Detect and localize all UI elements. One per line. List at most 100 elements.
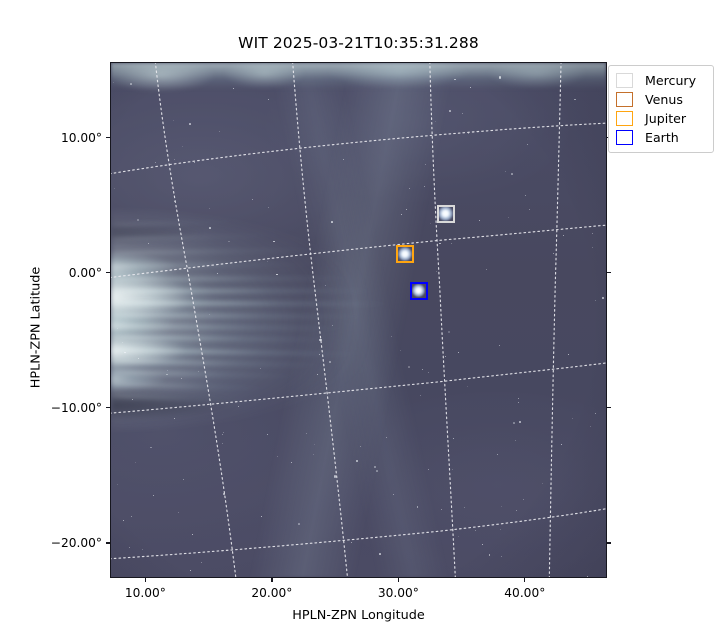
- grid-meridian-30: [429, 63, 456, 577]
- star: [427, 372, 429, 374]
- star: [514, 440, 516, 442]
- star: [222, 442, 224, 444]
- star: [305, 433, 307, 435]
- star: [400, 349, 402, 351]
- legend[interactable]: Mercury Venus Jupiter Earth: [608, 65, 714, 153]
- star: [177, 512, 179, 514]
- coronal-filament: [111, 324, 389, 332]
- star: [590, 425, 592, 427]
- coronal-filament: [111, 359, 359, 369]
- coronal-filament: [111, 262, 339, 269]
- x-tick: [144, 578, 147, 582]
- star: [457, 535, 460, 538]
- coronal-filament: [111, 275, 399, 281]
- star: [129, 546, 131, 548]
- coronal-streamer-core: [111, 63, 606, 577]
- star: [351, 541, 353, 543]
- marker-jupiter[interactable]: [396, 245, 414, 263]
- legend-item-earth[interactable]: Earth: [616, 128, 707, 147]
- star: [513, 422, 515, 424]
- star: [174, 417, 176, 419]
- star: [462, 112, 464, 114]
- x-tick: [271, 578, 273, 582]
- star: [517, 397, 519, 399]
- star: [602, 296, 605, 299]
- star: [424, 164, 426, 165]
- plot-area[interactable]: [110, 62, 607, 578]
- star: [298, 523, 300, 525]
- coronal-filaments: [111, 63, 606, 577]
- star: [174, 159, 176, 161]
- star: [331, 221, 333, 223]
- legend-item-jupiter[interactable]: Jupiter: [616, 109, 707, 128]
- y-tick: [106, 272, 110, 274]
- marker-mercury[interactable]: [437, 205, 455, 223]
- star: [454, 78, 456, 81]
- star: [137, 358, 139, 360]
- star: [290, 462, 292, 464]
- star: [427, 469, 429, 471]
- star: [134, 461, 136, 463]
- star: [405, 209, 407, 211]
- star: [498, 76, 502, 79]
- star: [332, 324, 334, 326]
- star: [223, 432, 224, 434]
- coronal-filament: [111, 246, 369, 255]
- y-axis-label: HPLN-ZPN Latitude: [28, 266, 44, 389]
- y-tick-label: 10.00°: [61, 130, 102, 145]
- star: [374, 466, 377, 469]
- coordinate-grid: [111, 63, 606, 577]
- star: [522, 499, 524, 501]
- star: [147, 242, 149, 244]
- star: [251, 199, 253, 201]
- legend-label: Earth: [645, 130, 679, 145]
- coronal-dark-lane: [111, 63, 606, 577]
- y-tick-right: [607, 407, 611, 409]
- star: [166, 373, 168, 376]
- star: [136, 219, 139, 222]
- top-haze-blobs: [111, 63, 606, 93]
- star: [181, 377, 183, 379]
- star: [228, 240, 230, 243]
- star: [408, 366, 410, 368]
- grid-meridian-10: [154, 63, 237, 577]
- grid-parallel-0: [111, 224, 606, 278]
- star: [316, 373, 319, 376]
- star: [130, 515, 132, 517]
- star: [542, 483, 544, 485]
- star: [572, 417, 574, 419]
- star: [200, 562, 202, 564]
- star: [552, 253, 554, 255]
- star: [123, 520, 125, 522]
- star: [560, 443, 562, 445]
- star: [222, 434, 224, 436]
- star: [519, 420, 522, 423]
- page-title: WIT 2025-03-21T10:35:31.288: [238, 34, 479, 52]
- star: [325, 285, 327, 287]
- star: [516, 509, 518, 511]
- star: [463, 507, 465, 509]
- star: [485, 268, 487, 270]
- star: [385, 436, 388, 439]
- star: [116, 484, 118, 486]
- star: [416, 506, 419, 508]
- y-tick-label: −10.00°: [50, 400, 102, 415]
- star: [449, 110, 451, 112]
- star: [474, 529, 476, 531]
- star: [181, 145, 184, 148]
- legend-item-mercury[interactable]: Mercury: [616, 71, 707, 90]
- star: [273, 240, 275, 243]
- star: [528, 208, 530, 210]
- legend-item-venus[interactable]: Venus: [616, 90, 707, 109]
- marker-earth[interactable]: [410, 282, 428, 300]
- star: [511, 173, 513, 175]
- star: [408, 188, 410, 190]
- coronal-filament: [111, 335, 369, 343]
- star: [190, 570, 192, 572]
- star: [343, 159, 345, 161]
- coronal-filament: [111, 218, 270, 228]
- x-axis-label: HPLN-ZPN Longitude: [292, 608, 425, 623]
- star: [266, 434, 268, 436]
- grid-meridian-20: [292, 63, 349, 577]
